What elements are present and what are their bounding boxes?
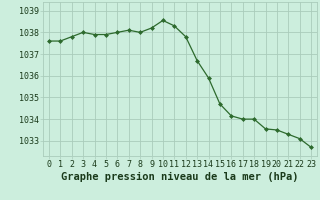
X-axis label: Graphe pression niveau de la mer (hPa): Graphe pression niveau de la mer (hPa) [61, 172, 299, 182]
